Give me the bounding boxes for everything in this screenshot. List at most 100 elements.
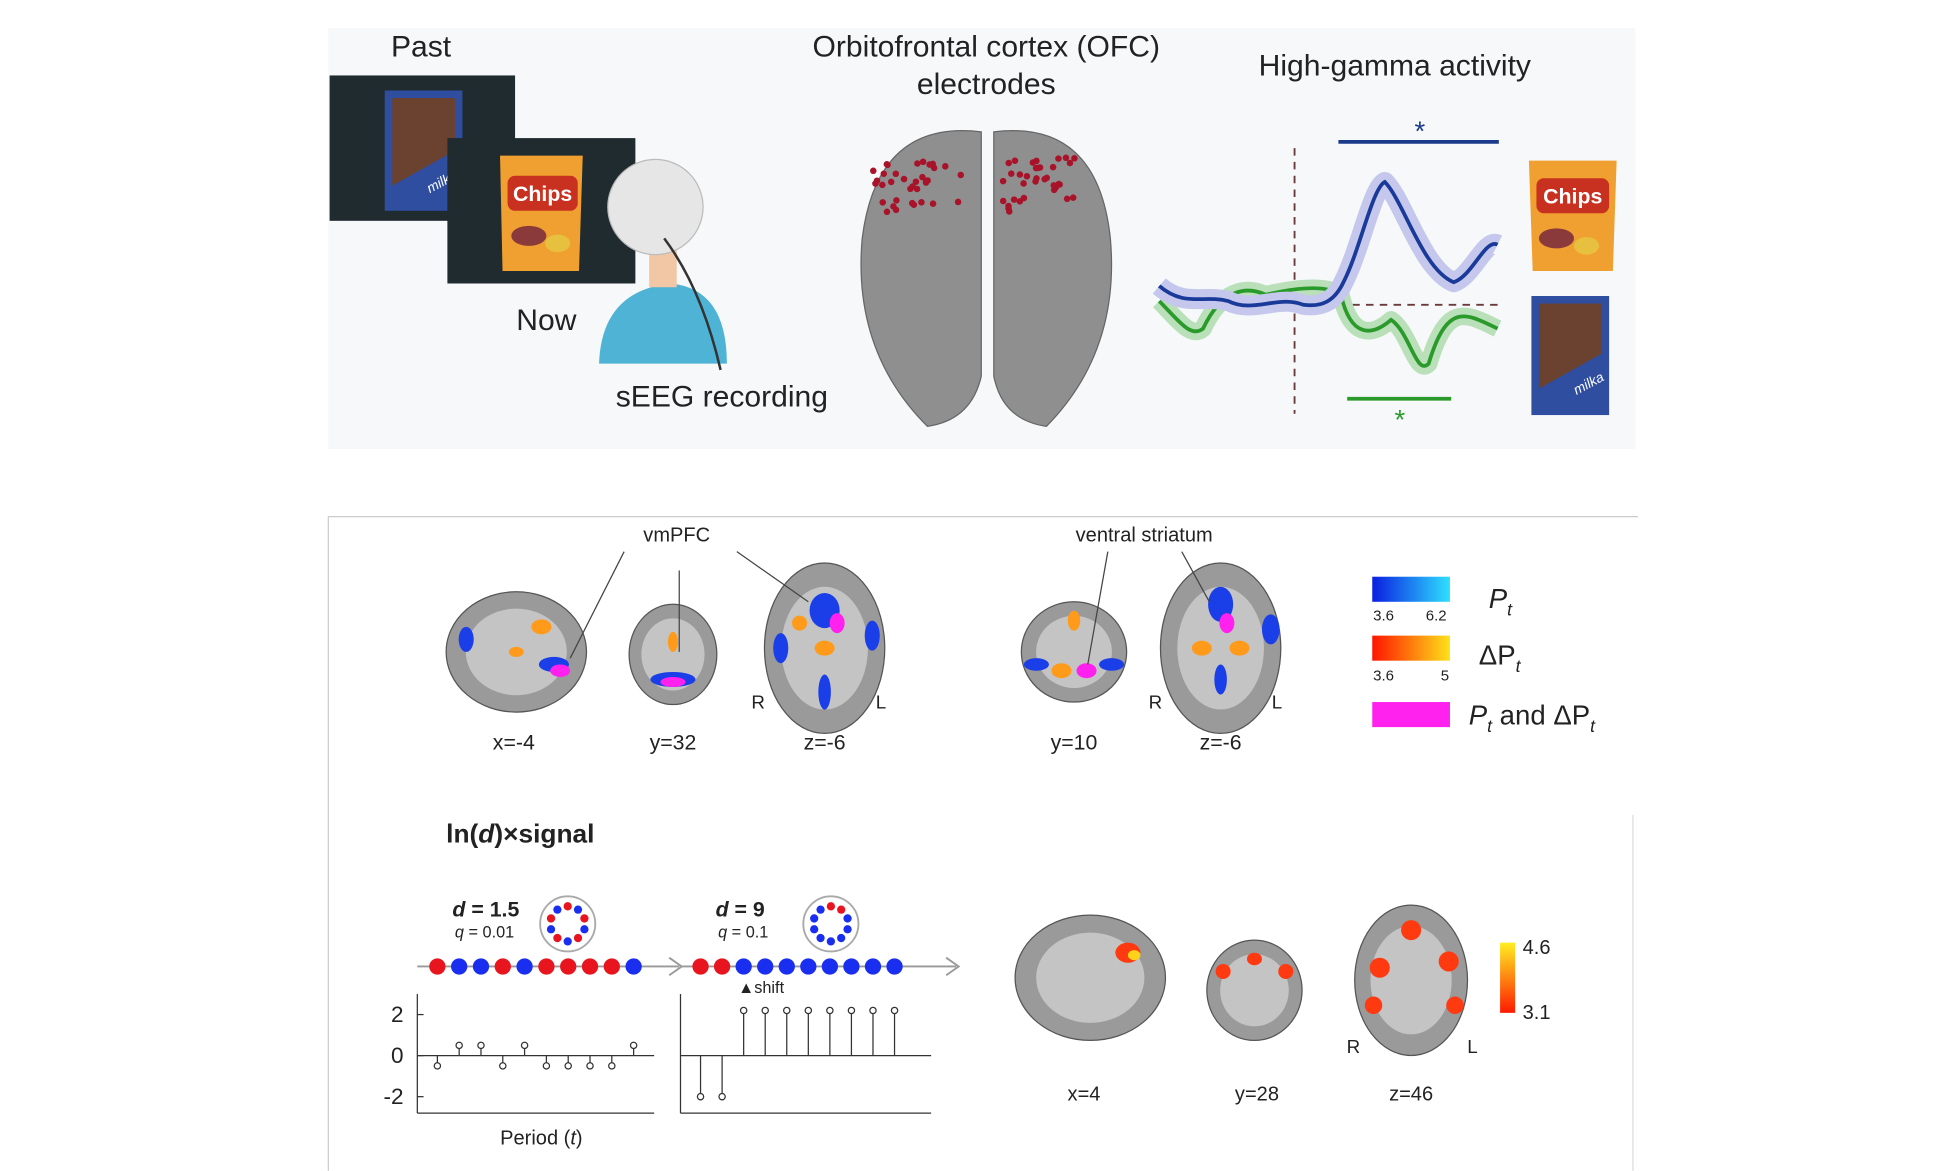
- electrode: [907, 185, 914, 193]
- ring-dot: [553, 905, 562, 914]
- electrode: [1016, 171, 1024, 178]
- colorbar: [1372, 635, 1450, 661]
- electrode: [1029, 159, 1037, 166]
- stem-marker: [869, 1006, 877, 1015]
- pointer-lines: [569, 551, 1210, 665]
- ring-dot: [580, 925, 589, 934]
- value: = 1.5: [465, 897, 519, 921]
- significance: *: [1394, 404, 1405, 435]
- stem: [826, 1006, 834, 1056]
- colorbar: [1372, 576, 1450, 602]
- activation: [1369, 957, 1390, 978]
- sequence-dot: [735, 958, 752, 975]
- label: Now: [516, 304, 576, 337]
- sequence-dot: [800, 958, 817, 975]
- stem-marker: [433, 1062, 442, 1070]
- slice-label: y=32: [650, 731, 697, 755]
- activation: [550, 664, 571, 677]
- ring-dot: [546, 925, 556, 934]
- electrode: [999, 197, 1007, 205]
- chips-bag: Chips: [1528, 160, 1617, 271]
- activation: [1067, 610, 1081, 631]
- stem-marker: [455, 1041, 463, 1050]
- stem: [542, 1055, 551, 1070]
- var: q: [718, 924, 727, 942]
- electrode: [1071, 155, 1078, 162]
- slice-label: x=4: [1068, 1084, 1101, 1106]
- activation: [1215, 963, 1231, 980]
- stem: [847, 1006, 856, 1056]
- chocolate: milka: [1531, 296, 1610, 416]
- ring-dot: [816, 933, 825, 943]
- electrode: [1069, 194, 1077, 201]
- orientation: L: [876, 691, 886, 712]
- ring-dot: [816, 905, 825, 914]
- electrode: [883, 208, 891, 216]
- orientation: L: [1272, 691, 1282, 712]
- activation: [1023, 658, 1049, 671]
- electrode: [870, 167, 877, 175]
- ring-dot: [573, 933, 583, 943]
- stem-marker: [499, 1062, 507, 1070]
- electrode: [1066, 159, 1074, 167]
- activation: [508, 646, 524, 657]
- activation: [1438, 951, 1459, 972]
- electrode: [957, 171, 965, 179]
- y-tick-label: 2: [391, 1002, 404, 1027]
- electrode: [1023, 172, 1031, 180]
- ring-dot: [826, 937, 836, 946]
- y-tick-label: -2: [383, 1084, 403, 1109]
- activation: [1446, 996, 1464, 1015]
- stem: [783, 1006, 791, 1056]
- sequence-dot: [560, 958, 577, 975]
- electrode: [880, 170, 888, 178]
- stem: [433, 1055, 442, 1070]
- orientation: L: [1467, 1036, 1477, 1057]
- electrode: [1011, 157, 1019, 164]
- activation: [818, 674, 831, 710]
- electrode: [900, 175, 908, 183]
- slice-label: y=10: [1051, 731, 1098, 755]
- activation: [1229, 640, 1250, 656]
- sequence-dot: [843, 958, 860, 975]
- value: = 0.01: [464, 924, 514, 942]
- stem-marker: [696, 1092, 705, 1101]
- stem: [696, 1055, 705, 1101]
- annotation: ▲shift: [738, 979, 784, 997]
- sequence-dot: [494, 958, 511, 975]
- electrode: [879, 199, 886, 206]
- stem-marker: [520, 1041, 529, 1050]
- legend-label: ΔPt: [1479, 639, 1522, 676]
- stem-marker: [761, 1006, 769, 1015]
- stem-marker: [739, 1006, 748, 1015]
- electrode: [892, 206, 900, 214]
- activation: [773, 633, 789, 664]
- stem: [520, 1041, 529, 1056]
- example-q: q = 0.01: [455, 924, 514, 942]
- electrode: [910, 201, 918, 209]
- stem-marker: [718, 1092, 726, 1101]
- label: Orbitofrontal cortex (OFC): [813, 31, 1160, 64]
- arrowhead: [945, 956, 961, 977]
- stem: [890, 1006, 899, 1056]
- electrode: [914, 160, 921, 167]
- hga-plot: [1152, 139, 1504, 414]
- electrode: [893, 197, 900, 204]
- electrode: [912, 178, 920, 185]
- sequence-dot: [472, 958, 490, 975]
- stem-marker: [477, 1041, 485, 1050]
- electrode: [1055, 155, 1062, 162]
- activation: [1099, 658, 1125, 671]
- activation: [814, 640, 835, 656]
- chips-bag: Chips: [500, 155, 583, 271]
- label: sEEG recording: [616, 380, 828, 413]
- slice-label: z=-6: [804, 731, 846, 755]
- electrode: [873, 177, 881, 184]
- electrode: [1063, 195, 1071, 203]
- activation: [531, 619, 552, 635]
- electrode: [999, 177, 1007, 185]
- activation: [1364, 996, 1383, 1015]
- label: Past: [391, 31, 452, 64]
- ring-dot: [563, 937, 572, 946]
- colorbar-label: 4.6: [1523, 937, 1551, 959]
